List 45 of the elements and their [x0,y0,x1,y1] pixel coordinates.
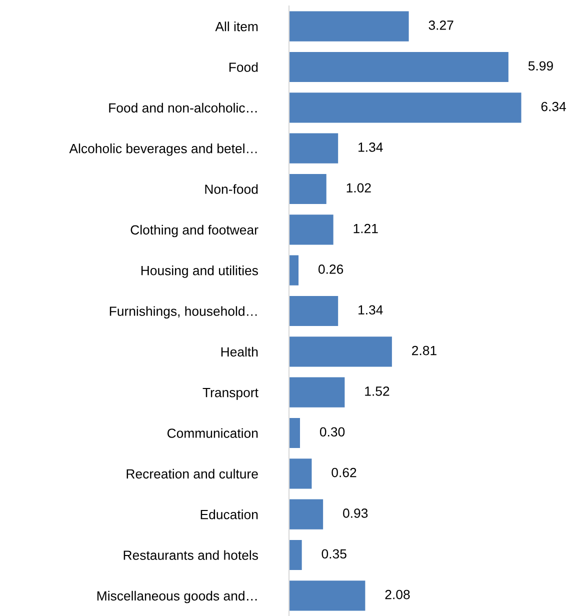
bar [289,580,366,611]
y-tick-label: Non-food [205,184,258,194]
bar [289,458,312,489]
data-label: 1.21 [354,224,378,234]
bar [289,499,324,530]
data-label: 0.26 [318,264,344,274]
y-tick-label: Communication [167,428,258,438]
bar [289,296,338,326]
bar [289,133,338,164]
y-tick-label: Food and non-alcoholic… [109,102,257,113]
data-label: 0.35 [322,549,346,559]
bar [289,11,409,42]
data-label: 2.08 [385,590,410,600]
y-tick-label: Food [229,62,258,72]
data-label: 3.27 [428,20,454,30]
data-label: 5.99 [528,61,553,71]
y-tick-label: Transport [202,388,258,400]
data-label: 0.62 [332,468,356,478]
bar [289,336,392,367]
bar [289,540,302,570]
y-tick-label: Miscellaneous goods and… [97,590,257,604]
data-label: 0.30 [320,427,345,437]
y-tick-label: Housing and utilities [141,266,258,278]
y-tick-label: Education [200,510,258,520]
y-tick-label: Clothing and footwear [130,224,258,238]
bar [289,255,299,286]
bar [289,418,300,448]
y-tick-label: Restaurants and hotels [124,550,258,560]
y-tick-label: Health [221,346,258,357]
data-label: 6.34 [541,102,566,112]
y-tick-label: Alcoholic beverages and betel… [69,144,257,156]
bar [289,377,345,408]
y-tick-label: Furnishings, household… [110,306,257,319]
data-label: 0.93 [343,508,368,518]
data-label: 1.34 [358,305,383,315]
data-label: 1.34 [358,142,383,152]
data-label: 1.52 [365,386,390,396]
bar [289,214,334,245]
data-label: 1.02 [346,183,371,193]
y-tick-label: All item [215,22,258,32]
bar [289,92,522,123]
y-tick-label: Recreation and culture [126,468,258,479]
bar [289,174,326,204]
data-label: 2.81 [412,346,436,356]
bar [289,52,508,82]
